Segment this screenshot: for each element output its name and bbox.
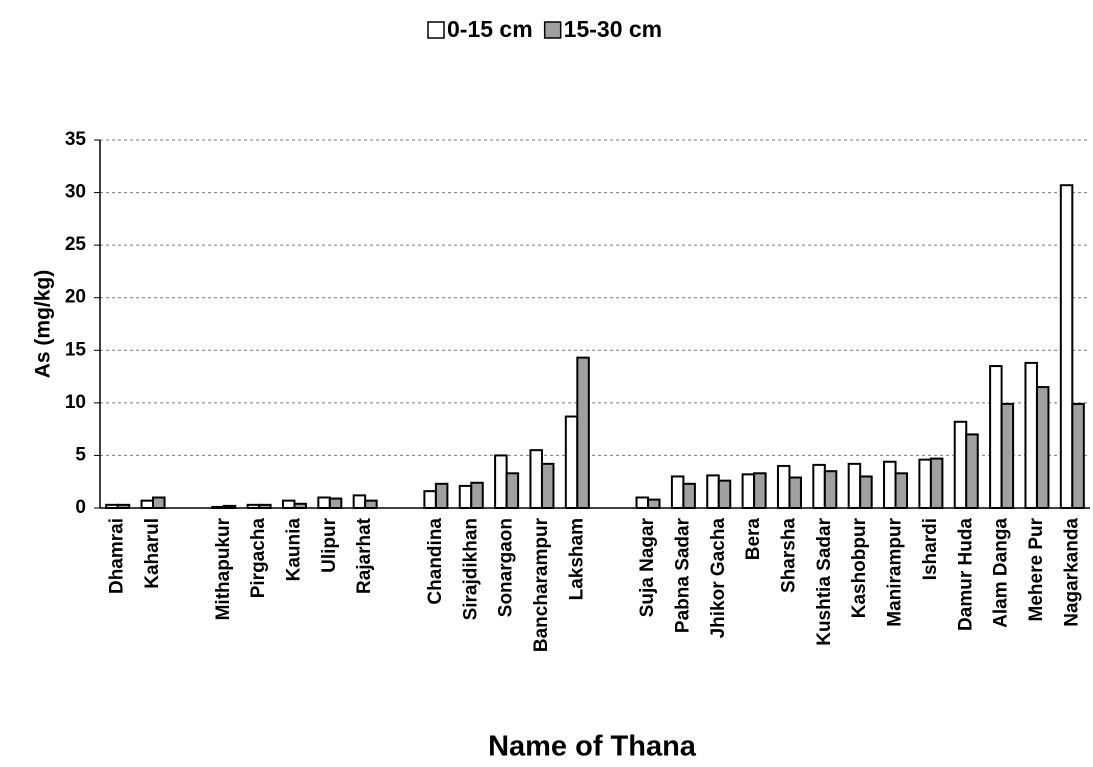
bar bbox=[1000, 402, 1015, 509]
x-tick-label: Kashobpur bbox=[849, 517, 870, 618]
bar bbox=[989, 365, 1003, 509]
y-tick-label: 35 bbox=[65, 129, 87, 150]
bar bbox=[211, 505, 225, 510]
bar bbox=[823, 470, 838, 510]
bar bbox=[140, 499, 155, 510]
x-tick-label: Kushtia Sadar bbox=[814, 517, 835, 645]
bar bbox=[470, 481, 484, 510]
x-tick-label: Chandina bbox=[425, 518, 446, 605]
x-tick-label: Sirajdikhan bbox=[460, 518, 481, 620]
bar bbox=[434, 482, 449, 509]
x-tick-label: Mehere Pur bbox=[1026, 517, 1047, 621]
y-axis-title: As (mg/kg) bbox=[32, 270, 55, 379]
bar bbox=[741, 473, 756, 509]
y-tick-label: 0 bbox=[75, 497, 86, 518]
bar bbox=[1059, 184, 1074, 509]
bar bbox=[918, 458, 932, 509]
bar bbox=[1035, 386, 1050, 510]
bar bbox=[116, 503, 131, 509]
bar bbox=[953, 420, 968, 510]
x-tick-label: Dhamrai bbox=[107, 518, 128, 594]
bar bbox=[494, 454, 508, 509]
y-tick-label: 15 bbox=[65, 339, 87, 360]
x-tick-label: Suja Nagar bbox=[637, 517, 658, 617]
bar bbox=[1071, 402, 1085, 509]
y-tick-label: 30 bbox=[65, 182, 86, 203]
bar bbox=[328, 497, 343, 509]
bar bbox=[706, 474, 720, 509]
bar bbox=[352, 494, 367, 509]
bar bbox=[105, 503, 119, 509]
bar bbox=[564, 415, 579, 510]
y-tick-label: 5 bbox=[75, 444, 86, 465]
bar bbox=[246, 503, 261, 509]
bar bbox=[281, 499, 296, 510]
legend-label: 15-30 cm bbox=[564, 16, 662, 42]
x-tick-label: Kaharul bbox=[142, 518, 163, 589]
bar bbox=[364, 499, 378, 510]
bar bbox=[965, 433, 979, 509]
bar bbox=[423, 490, 437, 510]
x-tick-label: Rajarhat bbox=[354, 517, 375, 594]
bar bbox=[776, 464, 791, 510]
bar bbox=[152, 496, 166, 510]
bar bbox=[258, 503, 272, 509]
x-tick-label: Ishardi bbox=[920, 518, 941, 580]
bar bbox=[883, 460, 897, 510]
legend-label: 0-15 cm bbox=[447, 16, 533, 42]
legend-swatch bbox=[427, 21, 445, 39]
x-tick-label: Pabna Sadar bbox=[672, 517, 693, 633]
x-tick-label: Alam Danga bbox=[991, 518, 1012, 628]
bar bbox=[317, 496, 331, 510]
x-tick-label: Jhikor Gacha bbox=[708, 518, 729, 639]
x-tick-label: Bera bbox=[743, 518, 764, 561]
bar bbox=[670, 475, 685, 510]
x-tick-label: Laksham bbox=[566, 518, 587, 600]
x-tick-label: Nagarkanda bbox=[1061, 518, 1082, 627]
bar bbox=[540, 462, 555, 509]
x-tick-label: Sonargaon bbox=[496, 518, 517, 617]
x-tick-label: Sharsha bbox=[778, 518, 799, 593]
x-tick-label: Pirgacha bbox=[248, 518, 269, 599]
bar bbox=[788, 476, 802, 510]
bar bbox=[717, 479, 732, 510]
bar bbox=[753, 472, 767, 509]
x-tick-label: Kaunia bbox=[283, 518, 304, 582]
bar bbox=[929, 457, 944, 509]
x-axis-title: Name of Thana bbox=[488, 731, 697, 763]
y-tick-label: 10 bbox=[65, 392, 86, 413]
y-tick-label: 25 bbox=[65, 234, 87, 255]
x-tick-label: Ulipur bbox=[319, 517, 340, 572]
bar bbox=[222, 504, 237, 510]
bar bbox=[859, 475, 873, 510]
bar bbox=[458, 484, 473, 510]
x-tick-label: Manirampur bbox=[885, 517, 906, 626]
bar bbox=[812, 463, 826, 509]
legend-swatch bbox=[543, 21, 562, 39]
x-tick-label: Damur Huda bbox=[955, 518, 976, 631]
bar bbox=[682, 482, 696, 509]
bar bbox=[505, 472, 520, 509]
x-tick-label: Mithapukur bbox=[213, 517, 234, 620]
bar bbox=[576, 356, 590, 509]
bar bbox=[1024, 361, 1038, 509]
bar bbox=[847, 462, 862, 509]
bar bbox=[647, 498, 661, 509]
bar bbox=[293, 502, 307, 509]
bar bbox=[635, 496, 650, 510]
bar bbox=[894, 472, 909, 509]
y-tick-label: 20 bbox=[65, 287, 86, 308]
x-tick-label: Bancharampur bbox=[531, 517, 552, 652]
bar bbox=[529, 449, 543, 509]
